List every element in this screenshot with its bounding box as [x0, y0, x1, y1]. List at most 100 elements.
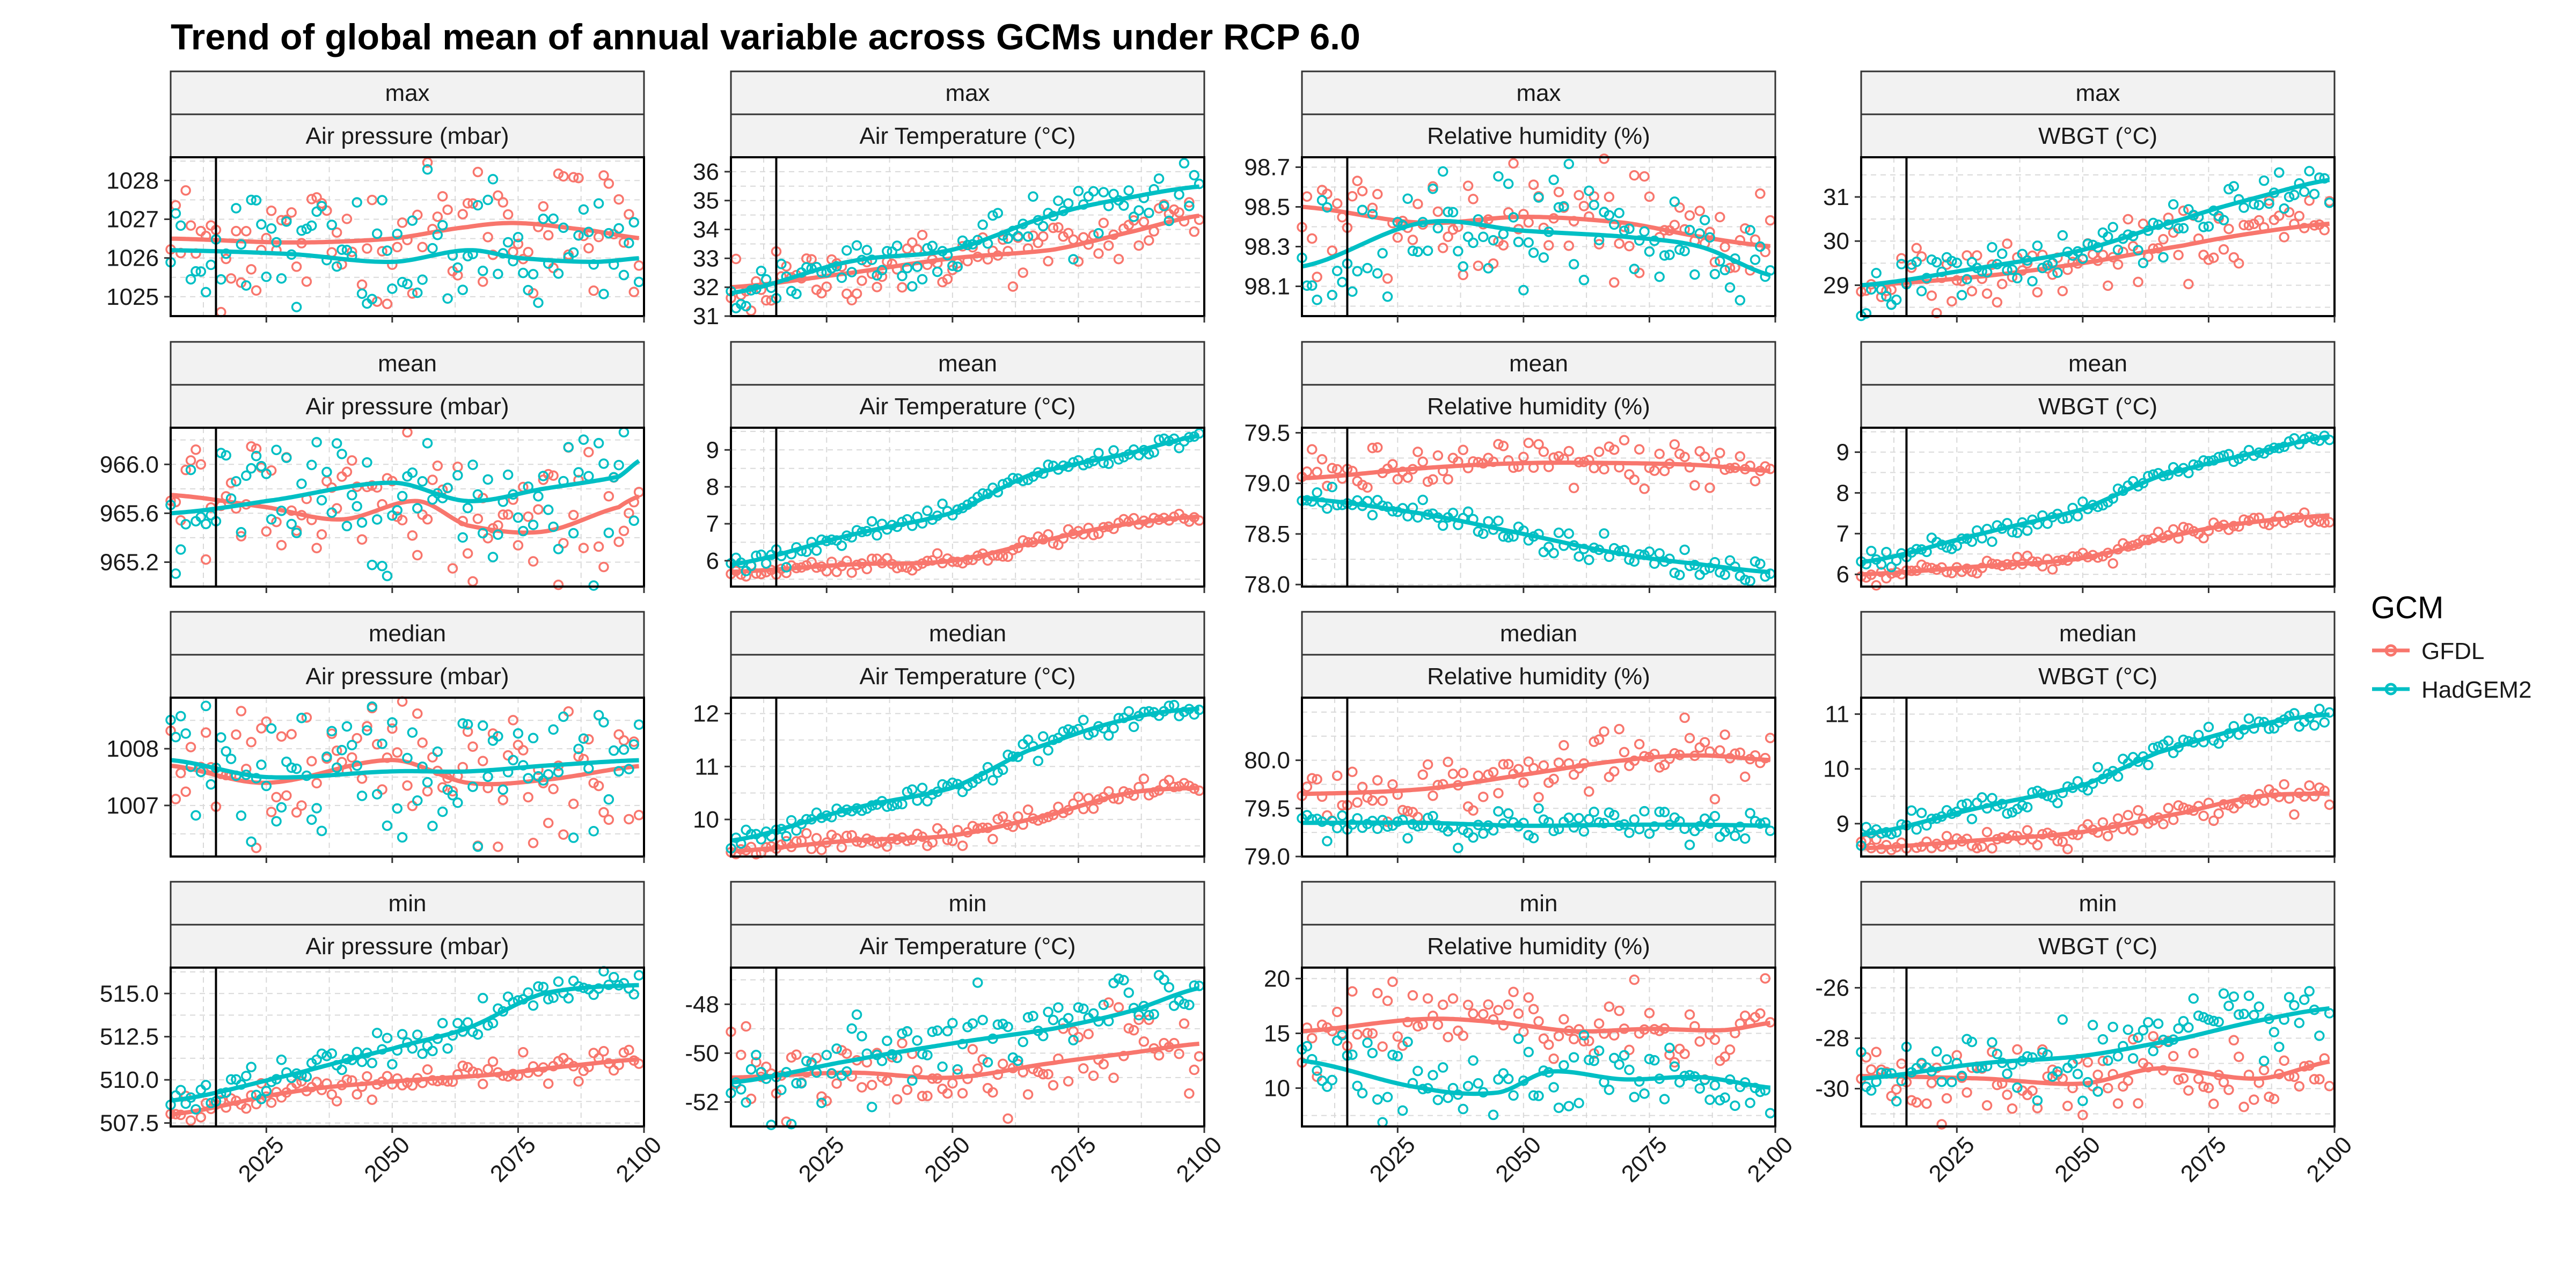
data-point	[781, 261, 792, 272]
data-point	[2304, 195, 2315, 206]
data-point	[543, 994, 554, 1005]
panel-border	[1860, 427, 2336, 588]
data-point	[185, 274, 196, 285]
data-point	[2118, 1081, 2128, 1092]
data-point	[992, 208, 1004, 218]
data-point	[1402, 1036, 1413, 1048]
data-point	[477, 993, 488, 1004]
data-point	[1163, 774, 1175, 786]
data-point	[1312, 272, 1322, 282]
data-point	[2092, 762, 2103, 773]
data-point	[2047, 269, 2058, 280]
data-point	[407, 288, 418, 299]
data-point	[341, 245, 353, 255]
data-point	[2314, 1030, 2325, 1041]
data-point	[392, 505, 402, 516]
data-point	[2123, 1024, 2134, 1035]
data-point	[2193, 1073, 2204, 1084]
data-point	[502, 237, 514, 248]
facet-stat-label: max	[2075, 80, 2120, 106]
data-point	[1488, 767, 1499, 778]
data-point	[1593, 447, 1605, 457]
data-point	[1413, 199, 1423, 209]
data-point	[402, 752, 413, 764]
legend-item-gfdl[interactable]: GFDL	[2372, 638, 2484, 664]
data-point	[553, 976, 564, 987]
data-point	[1468, 194, 1479, 204]
data-point	[816, 844, 827, 855]
data-point	[195, 766, 207, 778]
data-point	[1608, 810, 1620, 821]
data-point	[356, 791, 368, 801]
data-point	[508, 755, 518, 766]
data-point	[200, 518, 211, 530]
facet-panel: median Air Temperature (°C) 10 11 12	[693, 611, 1205, 863]
data-point	[528, 556, 539, 567]
data-point	[442, 482, 453, 493]
facet-panel: min Air Temperature (°C) -52 -50 -48 2025 2050…	[685, 881, 1227, 1187]
data-point	[523, 284, 533, 296]
data-point	[1669, 196, 1680, 207]
y-tick-label: 8	[1836, 480, 1849, 506]
data-point	[2238, 202, 2249, 213]
data-point	[1123, 185, 1135, 196]
data-point	[1063, 724, 1074, 735]
data-point	[2092, 1069, 2103, 1080]
y-tick-label: 7	[706, 511, 719, 537]
data-point	[1715, 211, 1725, 223]
x-tick-label: 2050	[1490, 1131, 1546, 1187]
data-point	[1352, 266, 1363, 277]
data-point	[1503, 178, 1514, 189]
data-point	[628, 989, 639, 1000]
data-point	[2213, 738, 2224, 749]
data-point	[326, 1048, 338, 1059]
data-point	[367, 294, 378, 305]
data-point	[1996, 248, 2008, 259]
data-point	[1189, 170, 1199, 181]
trend-line-hadgem2	[1301, 219, 1771, 277]
data-point	[1533, 792, 1544, 803]
data-point	[618, 269, 630, 281]
data-point	[422, 1064, 433, 1075]
data-point	[558, 538, 569, 548]
data-point	[786, 286, 797, 297]
data-point	[917, 782, 928, 793]
data-point	[377, 195, 387, 206]
data-point	[1614, 238, 1624, 249]
data-point	[1312, 294, 1322, 305]
data-point	[613, 536, 624, 547]
data-point	[558, 829, 569, 840]
facet-variable-label: Relative humidity (%)	[1427, 393, 1650, 420]
data-point	[624, 209, 634, 220]
data-point	[467, 741, 478, 752]
legend-item-hadgem2[interactable]: HadGEM2	[2372, 677, 2531, 703]
data-point	[1144, 1009, 1154, 1021]
data-point	[593, 709, 604, 721]
data-point	[412, 209, 423, 221]
data-point	[2097, 1034, 2109, 1045]
data-point	[2133, 276, 2143, 288]
data-point	[1133, 1014, 1144, 1025]
data-point	[457, 532, 468, 543]
data-point	[861, 245, 873, 255]
data-point	[518, 745, 529, 756]
data-point	[1428, 1070, 1438, 1081]
data-point	[751, 1050, 762, 1060]
data-point	[1392, 474, 1403, 485]
data-point	[185, 220, 196, 231]
data-point	[2238, 1008, 2249, 1020]
data-point	[427, 243, 438, 254]
data-point	[513, 512, 524, 523]
data-point	[736, 1049, 747, 1060]
data-point	[236, 810, 247, 821]
data-point	[1689, 269, 1700, 280]
data-point	[422, 164, 433, 175]
data-point	[613, 223, 624, 234]
data-point	[846, 567, 857, 578]
data-point	[618, 1047, 630, 1058]
data-point	[1443, 756, 1453, 767]
trend-line-gfdl	[1861, 513, 2330, 577]
data-point	[1962, 798, 1972, 809]
data-point	[276, 215, 287, 226]
data-point	[1307, 280, 1318, 291]
